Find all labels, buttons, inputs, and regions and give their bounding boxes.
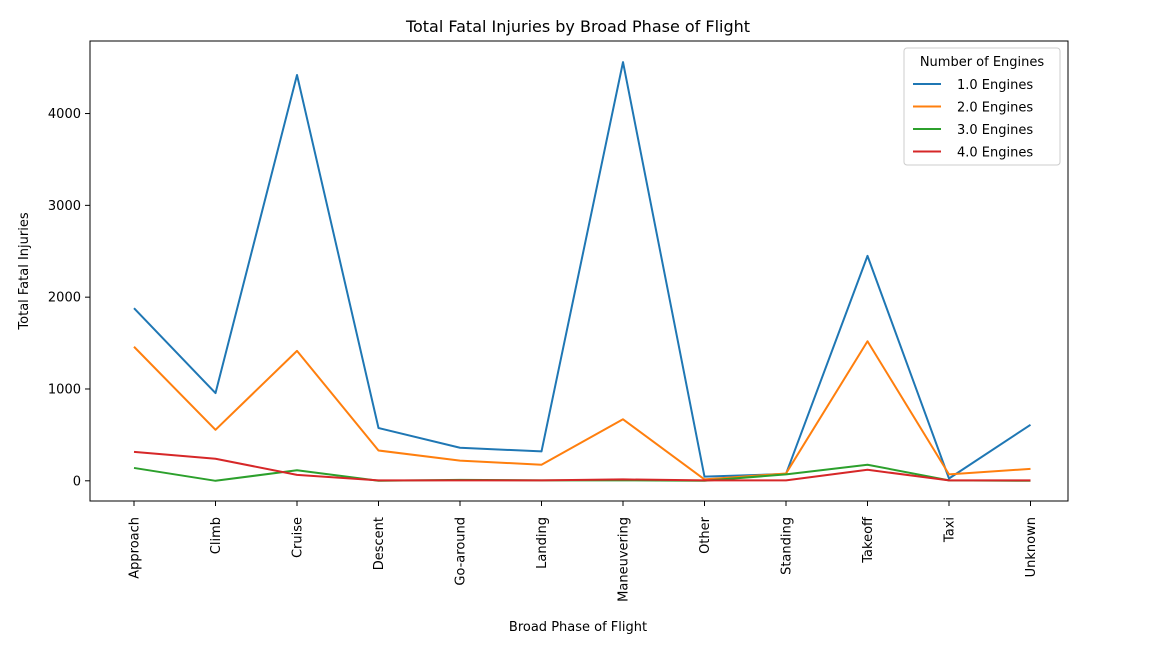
y-axis-title: Total Fatal Injuries xyxy=(17,212,32,330)
x-tick-label: Other xyxy=(698,516,713,554)
y-tick-label: 0 xyxy=(73,474,81,489)
x-tick-label: Go-around xyxy=(454,517,469,586)
x-tick-label: Descent xyxy=(372,517,387,570)
x-tick-label: Unknown xyxy=(1024,517,1039,577)
x-tick-label: Cruise xyxy=(291,517,306,558)
legend-label: 2.0 Engines xyxy=(957,101,1033,116)
x-tick-label: Landing xyxy=(535,517,550,569)
x-tick-label: Approach xyxy=(128,517,143,579)
y-tick-label: 2000 xyxy=(48,291,81,306)
x-tick-label: Maneuvering xyxy=(617,517,632,602)
series-lines xyxy=(133,61,1032,482)
y-tick-label: 1000 xyxy=(48,382,81,397)
x-axis: Approach Climb Cruise Descent Go-around Landi… xyxy=(128,501,1039,602)
legend-label: 1.0 Engines xyxy=(957,78,1033,93)
y-tick-label: 4000 xyxy=(48,107,81,122)
legend: Number of Engines 1.0 Engines 2.0 Engines… xyxy=(903,47,1061,166)
series-line-4 xyxy=(133,450,1031,482)
x-tick-label: Taxi xyxy=(943,517,958,543)
y-axis: 0 1000 2000 3000 4000 xyxy=(48,107,90,489)
series-line-2 xyxy=(133,340,1031,481)
series-line-1 xyxy=(133,61,1032,480)
legend-title: Number of Engines xyxy=(920,55,1045,70)
legend-label: 3.0 Engines xyxy=(957,123,1033,138)
y-tick-label: 3000 xyxy=(48,199,81,214)
x-axis-title: Broad Phase of Flight xyxy=(509,620,647,635)
plot-frame xyxy=(89,40,1069,502)
x-tick-label: Standing xyxy=(780,517,795,575)
legend-box xyxy=(903,47,1061,166)
x-tick-label: Takeoff xyxy=(861,516,876,564)
x-tick-label: Climb xyxy=(209,517,224,554)
chart-title: Total Fatal Injuries by Broad Phase of F… xyxy=(405,17,750,36)
legend-label: 4.0 Engines xyxy=(957,146,1033,161)
